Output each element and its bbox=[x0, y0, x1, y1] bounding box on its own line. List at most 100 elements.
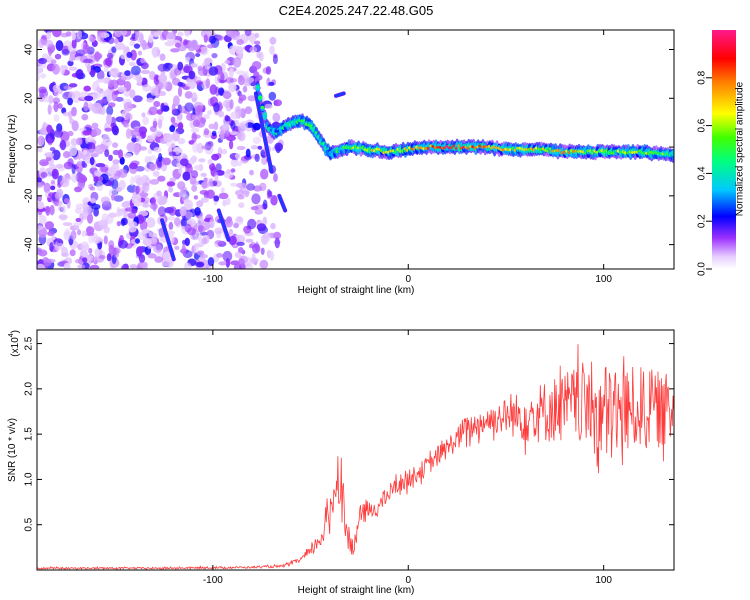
noise-speckle bbox=[242, 85, 248, 93]
noise-speckle bbox=[93, 176, 100, 183]
noise-speckle bbox=[103, 138, 112, 147]
chart-title: C2E4.2025.247.22.48.G05 bbox=[279, 3, 434, 18]
noise-speckle bbox=[179, 206, 187, 217]
noise-speckle bbox=[134, 127, 140, 132]
noise-speckle bbox=[57, 103, 63, 109]
noise-speckle bbox=[71, 171, 78, 183]
noise-speckle bbox=[104, 149, 110, 158]
noise-speckle bbox=[112, 142, 119, 148]
noise-speckle bbox=[191, 184, 198, 192]
noise-speckle bbox=[52, 97, 61, 104]
noise-speckle bbox=[224, 60, 231, 64]
noise-speckle bbox=[128, 61, 136, 67]
noise-speckle bbox=[196, 261, 204, 268]
noise-speckle bbox=[238, 182, 248, 190]
noise-speckle bbox=[115, 42, 125, 51]
noise-speckle bbox=[94, 248, 100, 258]
noise-speckle bbox=[193, 195, 198, 200]
noise-speckle bbox=[136, 135, 143, 145]
noise-speckle bbox=[236, 39, 244, 45]
noise-speckle bbox=[259, 182, 267, 192]
noise-speckle bbox=[53, 114, 60, 122]
noise-speckle bbox=[61, 48, 70, 56]
noise-speckle bbox=[223, 170, 234, 179]
noise-speckle bbox=[37, 145, 43, 153]
y-tick-label: 1.0 bbox=[24, 472, 35, 486]
noise-speckle bbox=[234, 251, 242, 259]
noise-speckle bbox=[89, 186, 96, 191]
noise-speckle bbox=[196, 105, 203, 113]
noise-speckle bbox=[188, 70, 196, 80]
noise-speckle bbox=[214, 75, 220, 85]
noise-speckle bbox=[177, 122, 184, 130]
noise-speckle bbox=[270, 222, 276, 230]
noise-speckle bbox=[77, 264, 86, 269]
noise-speckle bbox=[75, 203, 86, 210]
noise-speckle bbox=[50, 185, 56, 191]
noise-speckle bbox=[108, 212, 118, 218]
noise-speckle bbox=[107, 36, 115, 45]
noise-speckle bbox=[206, 44, 215, 49]
noise-speckle bbox=[153, 32, 160, 38]
noise-speckle bbox=[71, 120, 79, 132]
streak-core bbox=[161, 219, 175, 260]
noise-speckle bbox=[259, 51, 264, 62]
noise-speckle bbox=[209, 35, 216, 44]
noise-speckle bbox=[252, 122, 261, 131]
noise-speckle bbox=[177, 61, 184, 71]
noise-speckle bbox=[106, 253, 112, 262]
noise-speckle bbox=[182, 171, 191, 181]
noise-speckle bbox=[198, 224, 204, 233]
noise-speckle bbox=[103, 64, 109, 73]
noise-speckle bbox=[237, 75, 246, 86]
noise-speckle bbox=[168, 221, 174, 230]
noise-speckle bbox=[88, 102, 93, 111]
noise-speckle bbox=[184, 91, 193, 99]
noise-speckle bbox=[55, 163, 64, 169]
noise-speckle bbox=[123, 123, 130, 128]
noise-speckle bbox=[96, 78, 106, 83]
noise-speckle bbox=[207, 159, 213, 165]
noise-speckle bbox=[85, 136, 95, 143]
noise-speckle bbox=[265, 66, 272, 75]
noise-speckle bbox=[82, 149, 88, 155]
noise-speckle bbox=[90, 198, 96, 204]
noise-speckle bbox=[55, 40, 64, 52]
noise-speckle bbox=[172, 131, 180, 142]
noise-speckle bbox=[80, 241, 89, 251]
noise-speckle bbox=[75, 217, 82, 223]
noise-speckle bbox=[228, 235, 237, 246]
spectrogram-x-ticks: -100 0 100 bbox=[203, 30, 612, 285]
noise-speckle bbox=[89, 156, 95, 166]
y-tick-label: 1.5 bbox=[24, 427, 35, 441]
noise-speckle bbox=[248, 243, 253, 249]
noise-speckle bbox=[37, 177, 42, 183]
noise-speckle bbox=[138, 254, 146, 263]
noise-speckle bbox=[224, 129, 230, 137]
ridge-mark bbox=[670, 152, 674, 156]
noise-speckle bbox=[103, 235, 108, 245]
noise-speckle bbox=[121, 201, 130, 208]
noise-speckle bbox=[67, 130, 74, 137]
noise-speckle bbox=[177, 81, 184, 87]
noise-speckle bbox=[114, 30, 122, 38]
noise-speckle bbox=[77, 174, 87, 184]
noise-speckle bbox=[139, 220, 148, 231]
spectrogram-y-axis-label: Frequency (Hz) bbox=[7, 115, 18, 184]
noise-speckle bbox=[161, 259, 172, 267]
noise-speckle bbox=[230, 182, 238, 187]
noise-speckle bbox=[247, 95, 257, 102]
noise-speckle bbox=[262, 199, 268, 210]
noise-speckle bbox=[211, 130, 217, 137]
noise-speckle bbox=[218, 261, 228, 266]
noise-speckle bbox=[153, 147, 162, 153]
noise-speckle bbox=[52, 30, 62, 38]
noise-speckle bbox=[170, 116, 176, 124]
noise-speckle bbox=[106, 52, 114, 60]
noise-speckle bbox=[117, 210, 124, 216]
noise-speckle bbox=[56, 188, 64, 199]
noise-speckle bbox=[46, 124, 53, 134]
streak-core bbox=[335, 92, 345, 97]
noise-speckle bbox=[168, 206, 177, 216]
noise-speckle bbox=[137, 50, 143, 56]
